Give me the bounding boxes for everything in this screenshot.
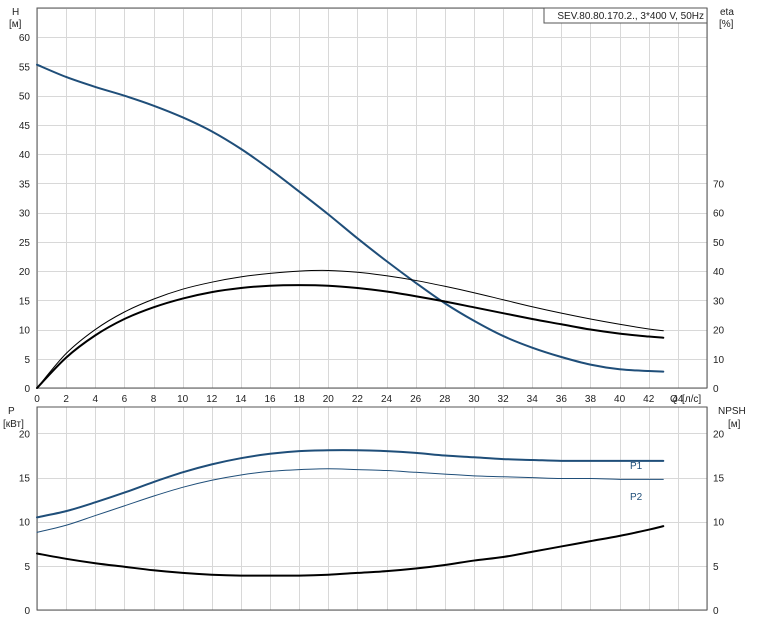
x-tick-label: 8 <box>151 394 157 405</box>
x-tick-label: 12 <box>206 394 218 405</box>
h-tick-label: 45 <box>19 121 31 132</box>
h-tick-label: 35 <box>19 179 31 190</box>
x-tick-label: 24 <box>381 394 393 405</box>
x-tick-label: 32 <box>498 394 510 405</box>
eta-tick-label: 10 <box>713 355 725 366</box>
top-chart-frame <box>36 7 708 389</box>
p-axis-label: P <box>8 406 15 417</box>
h-tick-label: 20 <box>19 267 31 278</box>
p-tick-label: 10 <box>19 518 31 529</box>
eta-axis-label: eta <box>720 7 734 18</box>
x-tick-label: 22 <box>352 394 364 405</box>
title-box <box>543 7 708 24</box>
eta-tick-label: 60 <box>713 209 725 220</box>
x-tick-label: 26 <box>410 394 422 405</box>
h-tick-label: 15 <box>19 296 31 307</box>
eta-tick-label: 30 <box>713 296 725 307</box>
curve-eta-2 <box>36 284 665 389</box>
x-tick-label: 2 <box>63 394 69 405</box>
curve-p2 <box>36 468 664 533</box>
curve-npsh <box>36 525 665 577</box>
x-tick-label: 18 <box>294 394 306 405</box>
x-tick-label: 38 <box>585 394 597 405</box>
bottom-chart-grid <box>37 407 708 611</box>
npsh-axis-unit: [м] <box>728 419 741 430</box>
h-tick-label: 0 <box>24 384 30 395</box>
x-tick-label: 44 <box>672 394 684 405</box>
x-tick-label: 0 <box>34 394 40 405</box>
h-tick-label: 55 <box>19 62 31 73</box>
x-tick-label: 16 <box>264 394 276 405</box>
npsh-tick-label: 15 <box>713 474 725 485</box>
h-tick-label: 5 <box>24 355 30 366</box>
p2-label: P2 <box>630 492 643 503</box>
eta-tick-label: 20 <box>713 326 725 337</box>
curve-h <box>36 63 665 373</box>
h-tick-label: 60 <box>19 33 31 44</box>
x-tick-label: 30 <box>468 394 480 405</box>
h-tick-label: 50 <box>19 92 31 103</box>
h-tick-label: 40 <box>19 150 31 161</box>
x-tick-label: 36 <box>556 394 568 405</box>
p-axis-unit: [кВт] <box>3 419 24 430</box>
x-tick-label: 40 <box>614 394 626 405</box>
h-axis-label: H <box>12 7 19 18</box>
eta-tick-label: 50 <box>713 238 725 249</box>
x-tick-label: 42 <box>643 394 655 405</box>
p-tick-label: 5 <box>24 562 30 573</box>
x-tick-label: 20 <box>323 394 335 405</box>
x-tick-label: 28 <box>439 394 451 405</box>
npsh-tick-label: 10 <box>713 518 725 529</box>
x-tick-label: 34 <box>527 394 539 405</box>
curve-p1 <box>36 449 665 519</box>
npsh-tick-label: 5 <box>713 562 719 573</box>
p-tick-label: 0 <box>24 606 30 617</box>
bottom-chart-frame <box>36 406 708 611</box>
h-tick-label: 10 <box>19 326 31 337</box>
curve-eta-1 <box>36 269 664 389</box>
h-tick-label: 25 <box>19 238 31 249</box>
eta-axis-unit: [%] <box>719 19 734 30</box>
h-axis-unit: [м] <box>9 19 22 30</box>
curves <box>36 63 665 577</box>
eta-tick-label: 40 <box>713 267 725 278</box>
npsh-tick-label: 20 <box>713 429 725 440</box>
x-tick-label: 4 <box>92 394 98 405</box>
q-axis-unit: [л/с] <box>682 394 701 405</box>
x-tick-label: 6 <box>122 394 128 405</box>
chart-title: SEV.80.80.170.2., 3*400 V, 50Hz <box>557 11 704 22</box>
p1-label: P1 <box>630 461 643 472</box>
npsh-tick-label: 0 <box>713 606 719 617</box>
eta-tick-label: 70 <box>713 179 725 190</box>
q-axis-label: Q <box>670 394 678 405</box>
p-tick-label: 15 <box>19 474 31 485</box>
p-tick-label: 20 <box>19 429 31 440</box>
eta-tick-label: 0 <box>713 384 719 395</box>
x-tick-label: 14 <box>235 394 247 405</box>
npsh-axis-label: NPSH <box>718 406 746 417</box>
h-tick-label: 30 <box>19 209 31 220</box>
x-tick-label: 10 <box>177 394 189 405</box>
tick-labels: 0 2 4 6 8 10 12 14 16 18 20 22 24 26 28 30 32 34 36 38 40 42 4… <box>19 33 725 617</box>
